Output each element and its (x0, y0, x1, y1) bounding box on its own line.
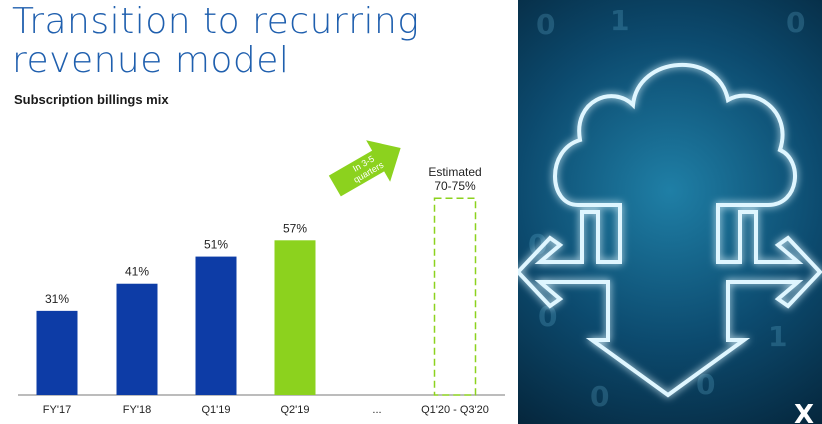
bar (36, 310, 78, 395)
x-tick-label: Q1'20 - Q3'20 (421, 404, 489, 416)
x-tick-label: ... (372, 404, 381, 416)
x-tick-label: FY'18 (123, 404, 151, 416)
data-label: 57% (283, 221, 307, 235)
data-label: 31% (45, 292, 69, 306)
x-tick-label: Q1'19 (201, 404, 230, 416)
arrow-shape (328, 140, 401, 197)
title-line-1: Transition to recurring (12, 1, 420, 42)
data-label: Estimated (428, 165, 481, 179)
bar (274, 240, 316, 395)
chart-subtitle: Subscription billings mix (14, 92, 169, 107)
title-line-2: revenue model (12, 40, 290, 81)
cloud-arrows-graphic (518, 63, 822, 398)
slide-title: Transition to recurring revenue model (12, 2, 419, 80)
brand-logo: X (793, 400, 814, 424)
bar-chart: 31% FY'17 41% FY'18 51% Q1'19 57% Q2'19 ... Estim… (18, 140, 505, 416)
x-tick-label: FY'17 (43, 404, 71, 416)
bar-estimated (433, 197, 477, 396)
x-tick-label: Q2'19 (280, 404, 309, 416)
data-label: 70-75% (434, 179, 476, 193)
cloud-icon (518, 63, 822, 398)
cloud-image-panel: 0 1 0 0 0 1 0 0 X (518, 0, 822, 424)
bar (116, 283, 158, 395)
data-label: 51% (204, 238, 228, 252)
data-label: 41% (125, 265, 149, 279)
bar (195, 256, 237, 395)
